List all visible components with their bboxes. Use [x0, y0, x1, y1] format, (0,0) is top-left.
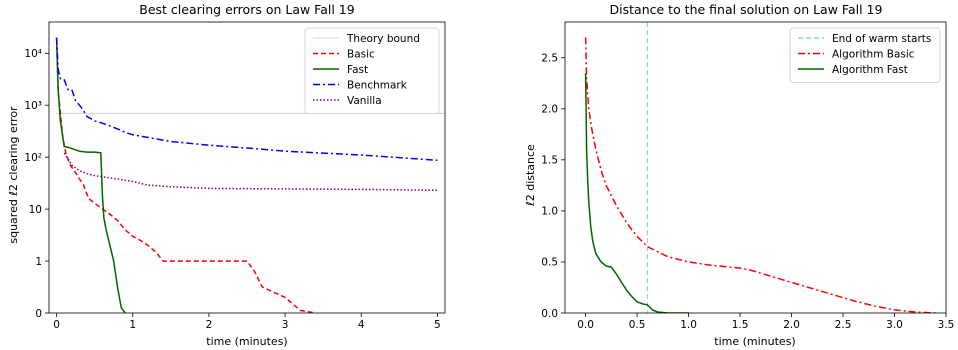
legend-box	[789, 27, 941, 83]
legend: End of warm starts Algorithm Basic Algorit…	[789, 27, 941, 83]
y-tick-label: 0.0	[541, 308, 558, 320]
chart-distance-final: Distance to the final solution on Law Fa…	[524, 2, 954, 348]
x-tick-label: 5	[434, 319, 441, 331]
x-tick-label: 0.0	[577, 319, 594, 331]
axes-layer: 0.0 0.5 1.0 1.5 2.0 2.5 3.0 3.5 0.0 0.5 1.0 1.5 2.0 2…	[541, 21, 955, 331]
y-tick-label: 0	[35, 308, 42, 320]
x-tick-label: 3	[282, 319, 289, 331]
series-line-4	[63, 152, 438, 192]
legend-box	[304, 27, 440, 114]
legend-label: Algorithm Basic	[832, 49, 915, 61]
y-tick-label: 1.5	[541, 155, 558, 167]
y-tick-label: 10³	[24, 100, 42, 112]
chart-clearing-errors: Best clearing errors on Law Fall 19 time…	[7, 2, 446, 348]
y-tick-label: 1.0	[541, 206, 558, 218]
legend-label: Vanilla	[347, 95, 382, 107]
legend-label: Fast	[347, 64, 368, 76]
axes-layer: 0 1 2 3 4 5 0 1 10 10² 10³ 10⁴	[24, 21, 446, 331]
x-tick-label: 1	[129, 319, 136, 331]
legend-label: Basic	[347, 49, 375, 61]
series-layer	[55, 37, 445, 313]
legend-label: Algorithm Fast	[832, 64, 908, 76]
series-line-0	[584, 37, 936, 313]
y-tick-label: 10⁴	[24, 48, 42, 60]
y-tick-label: 10²	[24, 152, 42, 164]
x-tick-label: 4	[358, 319, 365, 331]
series-line-1	[584, 73, 689, 313]
y-tick-label: 0.5	[541, 257, 558, 269]
x-tick-label: 2.5	[835, 319, 852, 331]
x-axis-label: time (minutes)	[714, 335, 795, 348]
x-tick-label: 2.0	[783, 319, 800, 331]
y-tick-label: 2.5	[541, 53, 558, 65]
x-tick-label: 3.0	[886, 319, 903, 331]
x-tick-label: 3.5	[938, 319, 955, 331]
x-tick-label: 1.5	[732, 319, 749, 331]
x-tick-label: 0.5	[629, 319, 646, 331]
x-tick-label: 2	[206, 319, 213, 331]
x-axis-label: time (minutes)	[206, 335, 287, 348]
series-layer	[584, 22, 936, 313]
y-tick-label: 10	[29, 204, 42, 216]
legend: Theory bound Basic Fast Benchmark Vanilla	[304, 27, 440, 114]
chart-title: Best clearing errors on Law Fall 19	[139, 2, 354, 17]
axes-frame	[48, 21, 446, 314]
legend-label: Benchmark	[347, 80, 408, 92]
x-tick-label: 0	[53, 319, 60, 331]
axes-frame	[564, 21, 947, 314]
legend-label: Theory bound	[346, 33, 420, 45]
series-line-1	[55, 37, 316, 313]
y-axis-label: ℓ2 distance	[524, 144, 537, 207]
legend-label: End of warm starts	[832, 33, 931, 45]
series-line-3	[55, 37, 438, 162]
y-tick-label: 2.0	[541, 104, 558, 116]
y-axis-label: squared ℓ2 clearing error	[7, 106, 20, 244]
x-tick-label: 1.0	[680, 319, 697, 331]
chart-title: Distance to the final solution on Law Fa…	[610, 2, 883, 17]
y-tick-label: 1	[35, 256, 42, 268]
series-line-2	[55, 37, 126, 313]
